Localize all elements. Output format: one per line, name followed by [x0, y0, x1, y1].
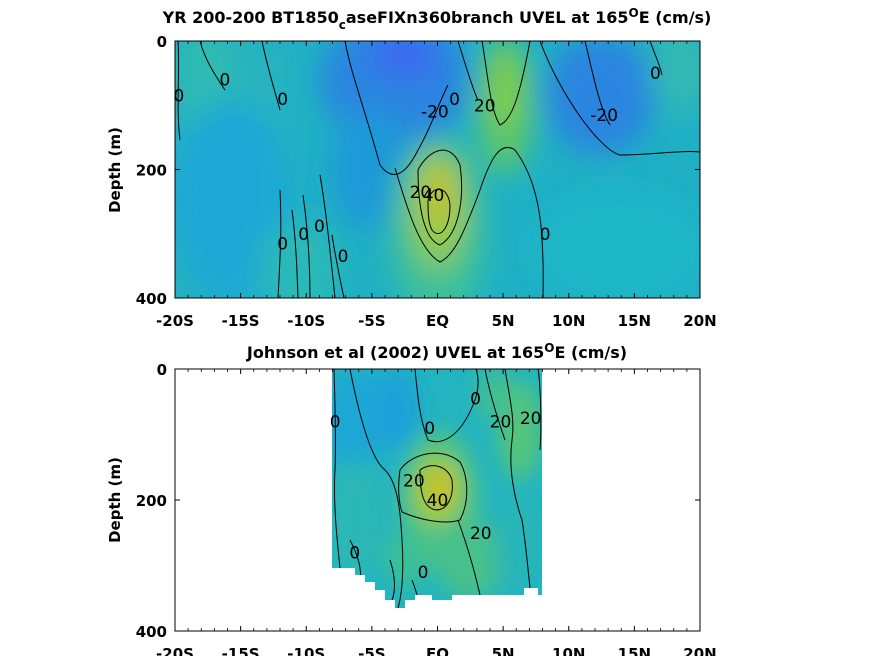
panel-2-heatmap — [332, 369, 542, 608]
x-tick-label: 20N — [683, 312, 716, 330]
contour-label: 0 — [277, 90, 288, 110]
contour-label: 0 — [219, 71, 230, 91]
x-tick-label: 15N — [618, 645, 651, 656]
contour-label: 20 — [490, 412, 512, 432]
x-tick-label: 10N — [552, 645, 585, 656]
x-tick-label: -15S — [222, 645, 260, 656]
x-tick-label: -20S — [156, 312, 194, 330]
contour-label: 0 — [424, 419, 435, 439]
panel-2: Johnson et al (2002) UVEL at 165OE (cm/s… — [106, 341, 717, 656]
x-tick-label: 5N — [492, 312, 515, 330]
x-tick-label: -20S — [156, 645, 194, 656]
contour-label: 0 — [349, 543, 360, 563]
contour-label: -20 — [421, 103, 449, 123]
x-tick-label: 10N — [552, 312, 585, 330]
contour-label: 20 — [474, 96, 496, 116]
contour-label: 0 — [298, 225, 309, 245]
panel-1-contours — [177, 41, 700, 298]
y-tick-label: 0 — [157, 361, 167, 379]
panel-2-y-axis-label: Depth (m) — [106, 457, 124, 543]
contour-label: 20 — [520, 409, 542, 429]
x-tick-label: -5S — [358, 312, 385, 330]
x-tick-label: 15N — [618, 312, 651, 330]
contour-label: -20 — [590, 106, 618, 126]
x-tick-label: EQ — [426, 645, 449, 656]
panel-1-y-axis-label: Depth (m) — [106, 127, 124, 213]
contour-label: 0 — [338, 247, 349, 267]
contour-label: 40 — [427, 491, 449, 511]
panel-1-heatmap — [175, 41, 700, 298]
contour-label: 0 — [540, 225, 551, 245]
contour-label: 0 — [470, 389, 481, 409]
contour-label: 0 — [174, 87, 185, 107]
x-tick-label: 5N — [492, 645, 515, 656]
contour-label: 0 — [650, 64, 661, 84]
panel-1: YR 200-200 BT1850caseFIXn360branch UVEL … — [106, 6, 717, 330]
x-tick-label: EQ — [426, 312, 449, 330]
x-tick-label: -15S — [222, 312, 260, 330]
y-tick-label: 400 — [136, 623, 167, 641]
contour-label: 0 — [314, 217, 325, 237]
x-tick-label: 20N — [683, 645, 716, 656]
panel-2-contours — [333, 369, 542, 608]
panel-2-title: Johnson et al (2002) UVEL at 165OE (cm/s… — [246, 341, 627, 362]
contour-label: 20 — [410, 183, 432, 203]
contour-label: 0 — [330, 412, 341, 432]
y-tick-label: 200 — [136, 492, 167, 510]
x-tick-label: -10S — [287, 645, 325, 656]
panel-1-title: YR 200-200 BT1850caseFIXn360branch UVEL … — [162, 6, 712, 32]
contour-label: 20 — [470, 524, 492, 544]
x-tick-label: -5S — [358, 645, 385, 656]
contour-label: 0 — [418, 563, 429, 583]
contour-label: 0 — [449, 90, 460, 110]
y-tick-label: 0 — [157, 33, 167, 51]
contour-label: 40 — [423, 186, 445, 206]
x-tick-label: -10S — [287, 312, 325, 330]
y-tick-label: 200 — [136, 162, 167, 180]
contour-label: 0 — [277, 234, 288, 254]
contour-label: 20 — [403, 471, 425, 491]
y-tick-label: 400 — [136, 290, 167, 308]
